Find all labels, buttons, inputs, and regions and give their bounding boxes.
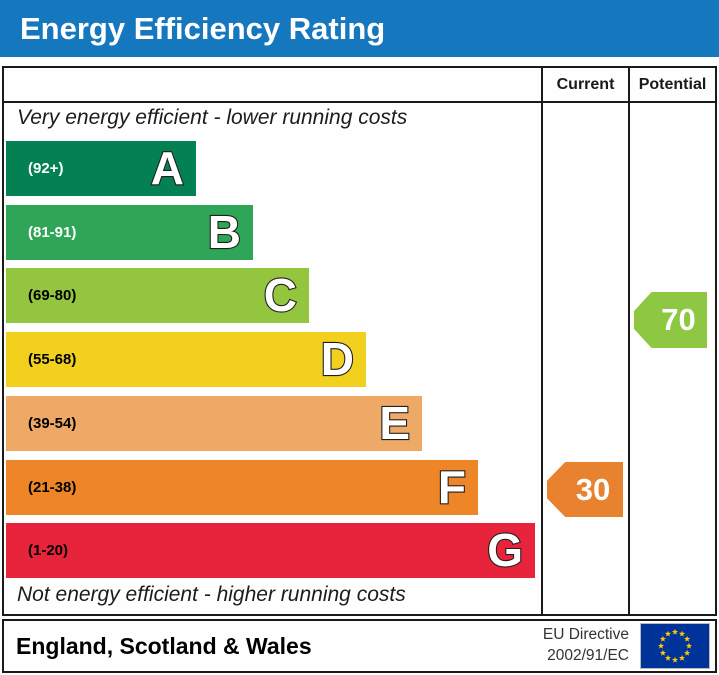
band-F: (21-38) F — [6, 460, 478, 515]
current-column-divider — [541, 68, 543, 614]
band-letter: C — [263, 268, 298, 322]
band-letter: F — [437, 460, 467, 514]
band-range-label: (39-54) — [28, 415, 77, 432]
eu-directive-line1: EU Directive — [542, 626, 629, 644]
page-title: Energy Efficiency Rating — [20, 11, 386, 46]
bottom-note: Not energy efficient - higher running co… — [17, 583, 406, 606]
footer-bar: England, Scotland & Wales EU Directive 2… — [2, 619, 717, 673]
potential-rating-arrow: 70 — [634, 292, 707, 348]
current-rating-value: 30 — [575, 471, 611, 507]
band-letter: B — [207, 205, 242, 259]
rating-chart: Current Potential Very energy efficient … — [2, 66, 717, 616]
band-letter: G — [486, 523, 524, 577]
band-B: (81-91) B — [6, 205, 253, 260]
band-range-label: (92+) — [28, 160, 64, 177]
band-range-label: (1-20) — [28, 542, 69, 559]
potential-column-header: Potential — [638, 76, 707, 93]
eu-flag-icon — [640, 623, 710, 669]
region-label: England, Scotland & Wales — [16, 632, 312, 659]
potential-rating-value: 70 — [661, 302, 696, 337]
band-E: (39-54) E — [6, 396, 422, 451]
current-rating-arrow: 30 — [547, 462, 623, 517]
top-note: Very energy efficient - lower running co… — [17, 106, 408, 129]
column-header-row: Current Potential — [4, 68, 715, 103]
band-range-label: (81-91) — [28, 224, 77, 241]
potential-column-divider — [628, 68, 630, 614]
current-column-header: Current — [556, 76, 615, 93]
band-G: (1-20) G — [6, 523, 535, 578]
band-range-label: (55-68) — [28, 351, 77, 368]
title-bar: Energy Efficiency Rating — [0, 0, 719, 57]
eu-directive-label: EU Directive 2002/91/EC — [543, 625, 629, 667]
band-A: (92+) A — [6, 141, 196, 196]
band-D: (55-68) D — [6, 332, 366, 387]
eu-directive-line2: 2002/91/EC — [547, 647, 629, 664]
band-range-label: (69-80) — [28, 287, 77, 304]
band-range-label: (21-38) — [28, 479, 77, 496]
band-letter: A — [150, 141, 185, 195]
band-C: (69-80) C — [6, 268, 309, 323]
band-letter: E — [378, 396, 411, 450]
band-letter: D — [320, 332, 355, 386]
